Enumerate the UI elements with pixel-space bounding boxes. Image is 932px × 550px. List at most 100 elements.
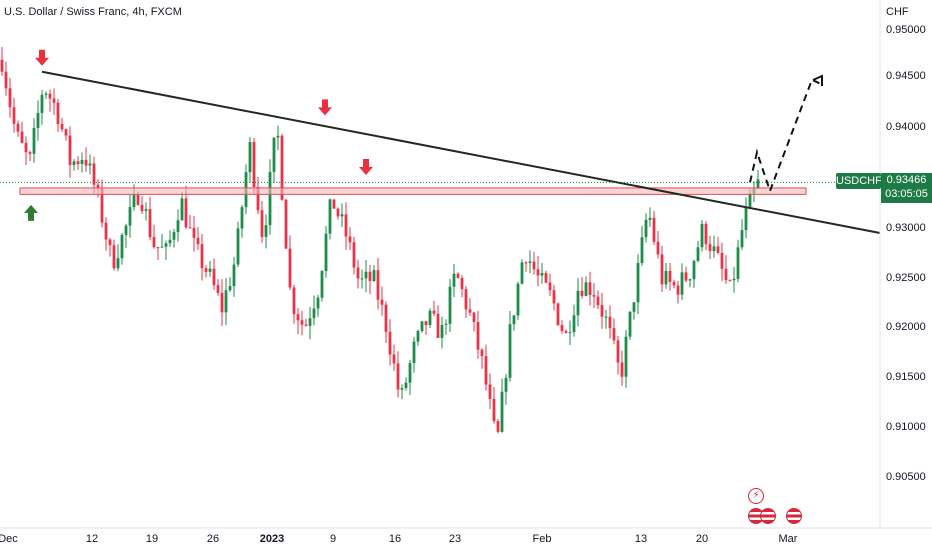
candle-body: [756, 179, 760, 189]
candle-body: [196, 237, 200, 245]
candle-body: [80, 159, 84, 165]
candle-body: [396, 363, 400, 390]
candle-body: [204, 268, 208, 272]
candle-body: [108, 239, 112, 246]
last-price-badge[interactable]: 0.93466 03:05:05: [881, 173, 932, 203]
candle-body: [8, 88, 12, 108]
candle-body: [744, 206, 748, 231]
candle-body: [688, 279, 692, 281]
projection-path: [749, 78, 823, 194]
candle-body: [476, 321, 480, 350]
candle-body: [184, 198, 188, 228]
candle-body: [700, 223, 704, 248]
candle-body: [368, 271, 372, 281]
date-tick: 2023: [259, 533, 285, 545]
candle-body: [612, 328, 616, 341]
symbol-badge[interactable]: USDCHF: [836, 173, 882, 189]
candle-body: [496, 421, 500, 432]
us-flag-icon[interactable]: [786, 508, 802, 524]
candle-body: [392, 354, 396, 364]
candle-body: [644, 219, 648, 238]
candle-body: [156, 247, 160, 249]
candle-body: [676, 285, 680, 295]
candle-body: [660, 254, 664, 285]
candle-body: [252, 142, 256, 187]
candle-body: [540, 272, 544, 276]
candle-body: [400, 388, 404, 390]
date-tick: 23: [448, 533, 462, 545]
candle-body: [240, 207, 244, 229]
candle-body: [84, 159, 88, 166]
date-tick: Mar: [778, 533, 798, 545]
candle-body: [20, 131, 24, 143]
candle-body: [304, 324, 308, 326]
date-tick: 12: [85, 533, 99, 545]
lightning-icon[interactable]: ⚡: [748, 488, 764, 504]
candle-body: [276, 135, 280, 138]
candle-body: [608, 316, 612, 329]
candle-body: [268, 171, 272, 226]
candle-body: [232, 264, 236, 287]
candle-body: [188, 227, 192, 229]
candle-body: [616, 340, 620, 363]
candle-body: [128, 207, 132, 226]
candle-body: [68, 135, 72, 165]
us-flag-icon[interactable]: [760, 508, 776, 524]
candle-body: [348, 236, 352, 243]
candle-body: [176, 220, 180, 233]
candle-body: [628, 311, 632, 337]
support-zone: [19, 187, 807, 195]
date-tick: 16: [388, 533, 402, 545]
candle-body: [648, 217, 652, 220]
candle-body: [580, 290, 584, 296]
price-tick: 0.94000: [886, 121, 926, 133]
candle-body: [596, 296, 600, 306]
candle-body: [712, 246, 716, 251]
candle-body: [200, 244, 204, 269]
candle-body: [380, 299, 384, 305]
candle-body: [716, 246, 720, 253]
candle-body: [248, 142, 252, 173]
candle-body: [448, 286, 452, 324]
candle-body: [464, 289, 468, 310]
candle-body: [24, 142, 28, 153]
candle-body: [736, 247, 740, 279]
candle-body: [640, 237, 644, 264]
candle-body: [272, 137, 276, 172]
candle-body: [332, 199, 336, 209]
candle-body: [292, 287, 296, 315]
candle-body: [524, 262, 528, 264]
candle-body: [668, 270, 672, 282]
candle-body: [120, 234, 124, 259]
price-tick: 0.91000: [886, 421, 926, 433]
candle-body: [356, 267, 360, 279]
date-tick: 13: [634, 533, 648, 545]
candle-body: [488, 384, 492, 399]
candle-body: [52, 98, 56, 103]
candle-body: [492, 398, 496, 422]
candle-body: [0, 59, 4, 72]
candle-body: [256, 186, 260, 211]
candle-body: [220, 292, 224, 313]
candle-body: [480, 349, 484, 357]
candle-body: [316, 297, 320, 309]
candle-body: [36, 113, 40, 128]
candle-body: [280, 135, 284, 200]
chart-title: U.S. Dollar / Swiss Franc, 4h, FXCM: [4, 6, 182, 18]
candle-body: [28, 152, 32, 154]
candle-body: [408, 363, 412, 383]
candle-body: [424, 321, 428, 326]
price-axis-unit: CHF: [886, 6, 909, 18]
date-tick: 26: [206, 533, 220, 545]
candle-body: [600, 305, 604, 317]
candle-body: [720, 252, 724, 269]
candle-body: [724, 268, 728, 280]
candle-body: [148, 209, 152, 238]
candle-body: [656, 241, 660, 255]
price-tick: 0.90500: [886, 471, 926, 483]
candle-body: [684, 272, 688, 281]
candle-body: [592, 294, 596, 297]
candle-body: [92, 163, 96, 185]
candle-body: [320, 271, 324, 298]
